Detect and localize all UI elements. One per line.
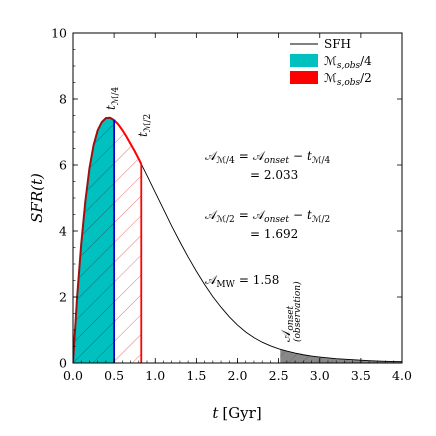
x-axis-label: t [Gyr] [212,404,261,422]
legend-quarter-swatch [290,54,318,67]
a-quarter-value: = 2.033 [250,168,298,182]
x-tick-label: 0.5 [104,368,124,383]
y-tick-label: 6 [59,158,67,173]
x-tick-label: 1.5 [186,368,206,383]
a-half-value: = 1.692 [250,227,298,241]
age-annotations: 𝒜ℳ/4 = 𝒜onset − tℳ/4 = 2.033 𝒜ℳ/2 = 𝒜onset − tℳ/… [205,149,331,290]
x-axis-ticks: 0.0 0.5 1.0 1.5 2.0 2.5 3.0 3.5 4.0 [63,33,412,383]
x-tick-label: 1.0 [145,368,165,383]
region-onset-hatch [280,349,402,363]
half-region-outline [113,119,143,165]
onset-label: 𝒜onset [279,305,296,342]
x-tick-label: 2.5 [269,368,289,383]
y-axis-label: SFR(t) [28,173,46,223]
y-tick-label: 8 [59,92,67,107]
y-tick-label: 10 [51,26,67,41]
legend-half-swatch [290,71,318,84]
legend-half-label: ℳs,obs/2 [324,71,372,88]
x-tick-label: 2.0 [228,368,248,383]
region-quarter-mass-hatch [73,117,115,363]
legend-sfh-label: SFH [324,37,351,51]
a-half-equation: 𝒜ℳ/2 = 𝒜onset − tℳ/2 [205,208,330,225]
legend-quarter-label: ℳs,obs/4 [324,54,372,71]
region-half-mass [114,120,142,363]
x-tick-label: 3.5 [351,368,371,383]
x-tick-label: 3.0 [310,368,330,383]
quarter-region-outline [73,116,115,363]
legend: SFH ℳs,obs/4 ℳs,obs/2 [290,37,372,88]
y-tick-label: 2 [59,290,67,305]
a-quarter-equation: 𝒜ℳ/4 = 𝒜onset − tℳ/4 [205,149,331,166]
a-mw-equation: 𝒜MW = 1.58 [205,273,279,290]
x-tick-label: 0.0 [63,368,83,383]
x-tick-label: 4.0 [392,368,412,383]
y-tick-label: 4 [59,224,67,239]
y-axis-ticks: 0 2 4 6 8 10 [51,26,402,371]
t-quarter-label: tℳ/4 [104,87,121,110]
onset-sublabel: (observation) [292,281,303,342]
y-tick-label: 0 [59,356,67,371]
t-half-label: tℳ/2 [136,114,153,137]
